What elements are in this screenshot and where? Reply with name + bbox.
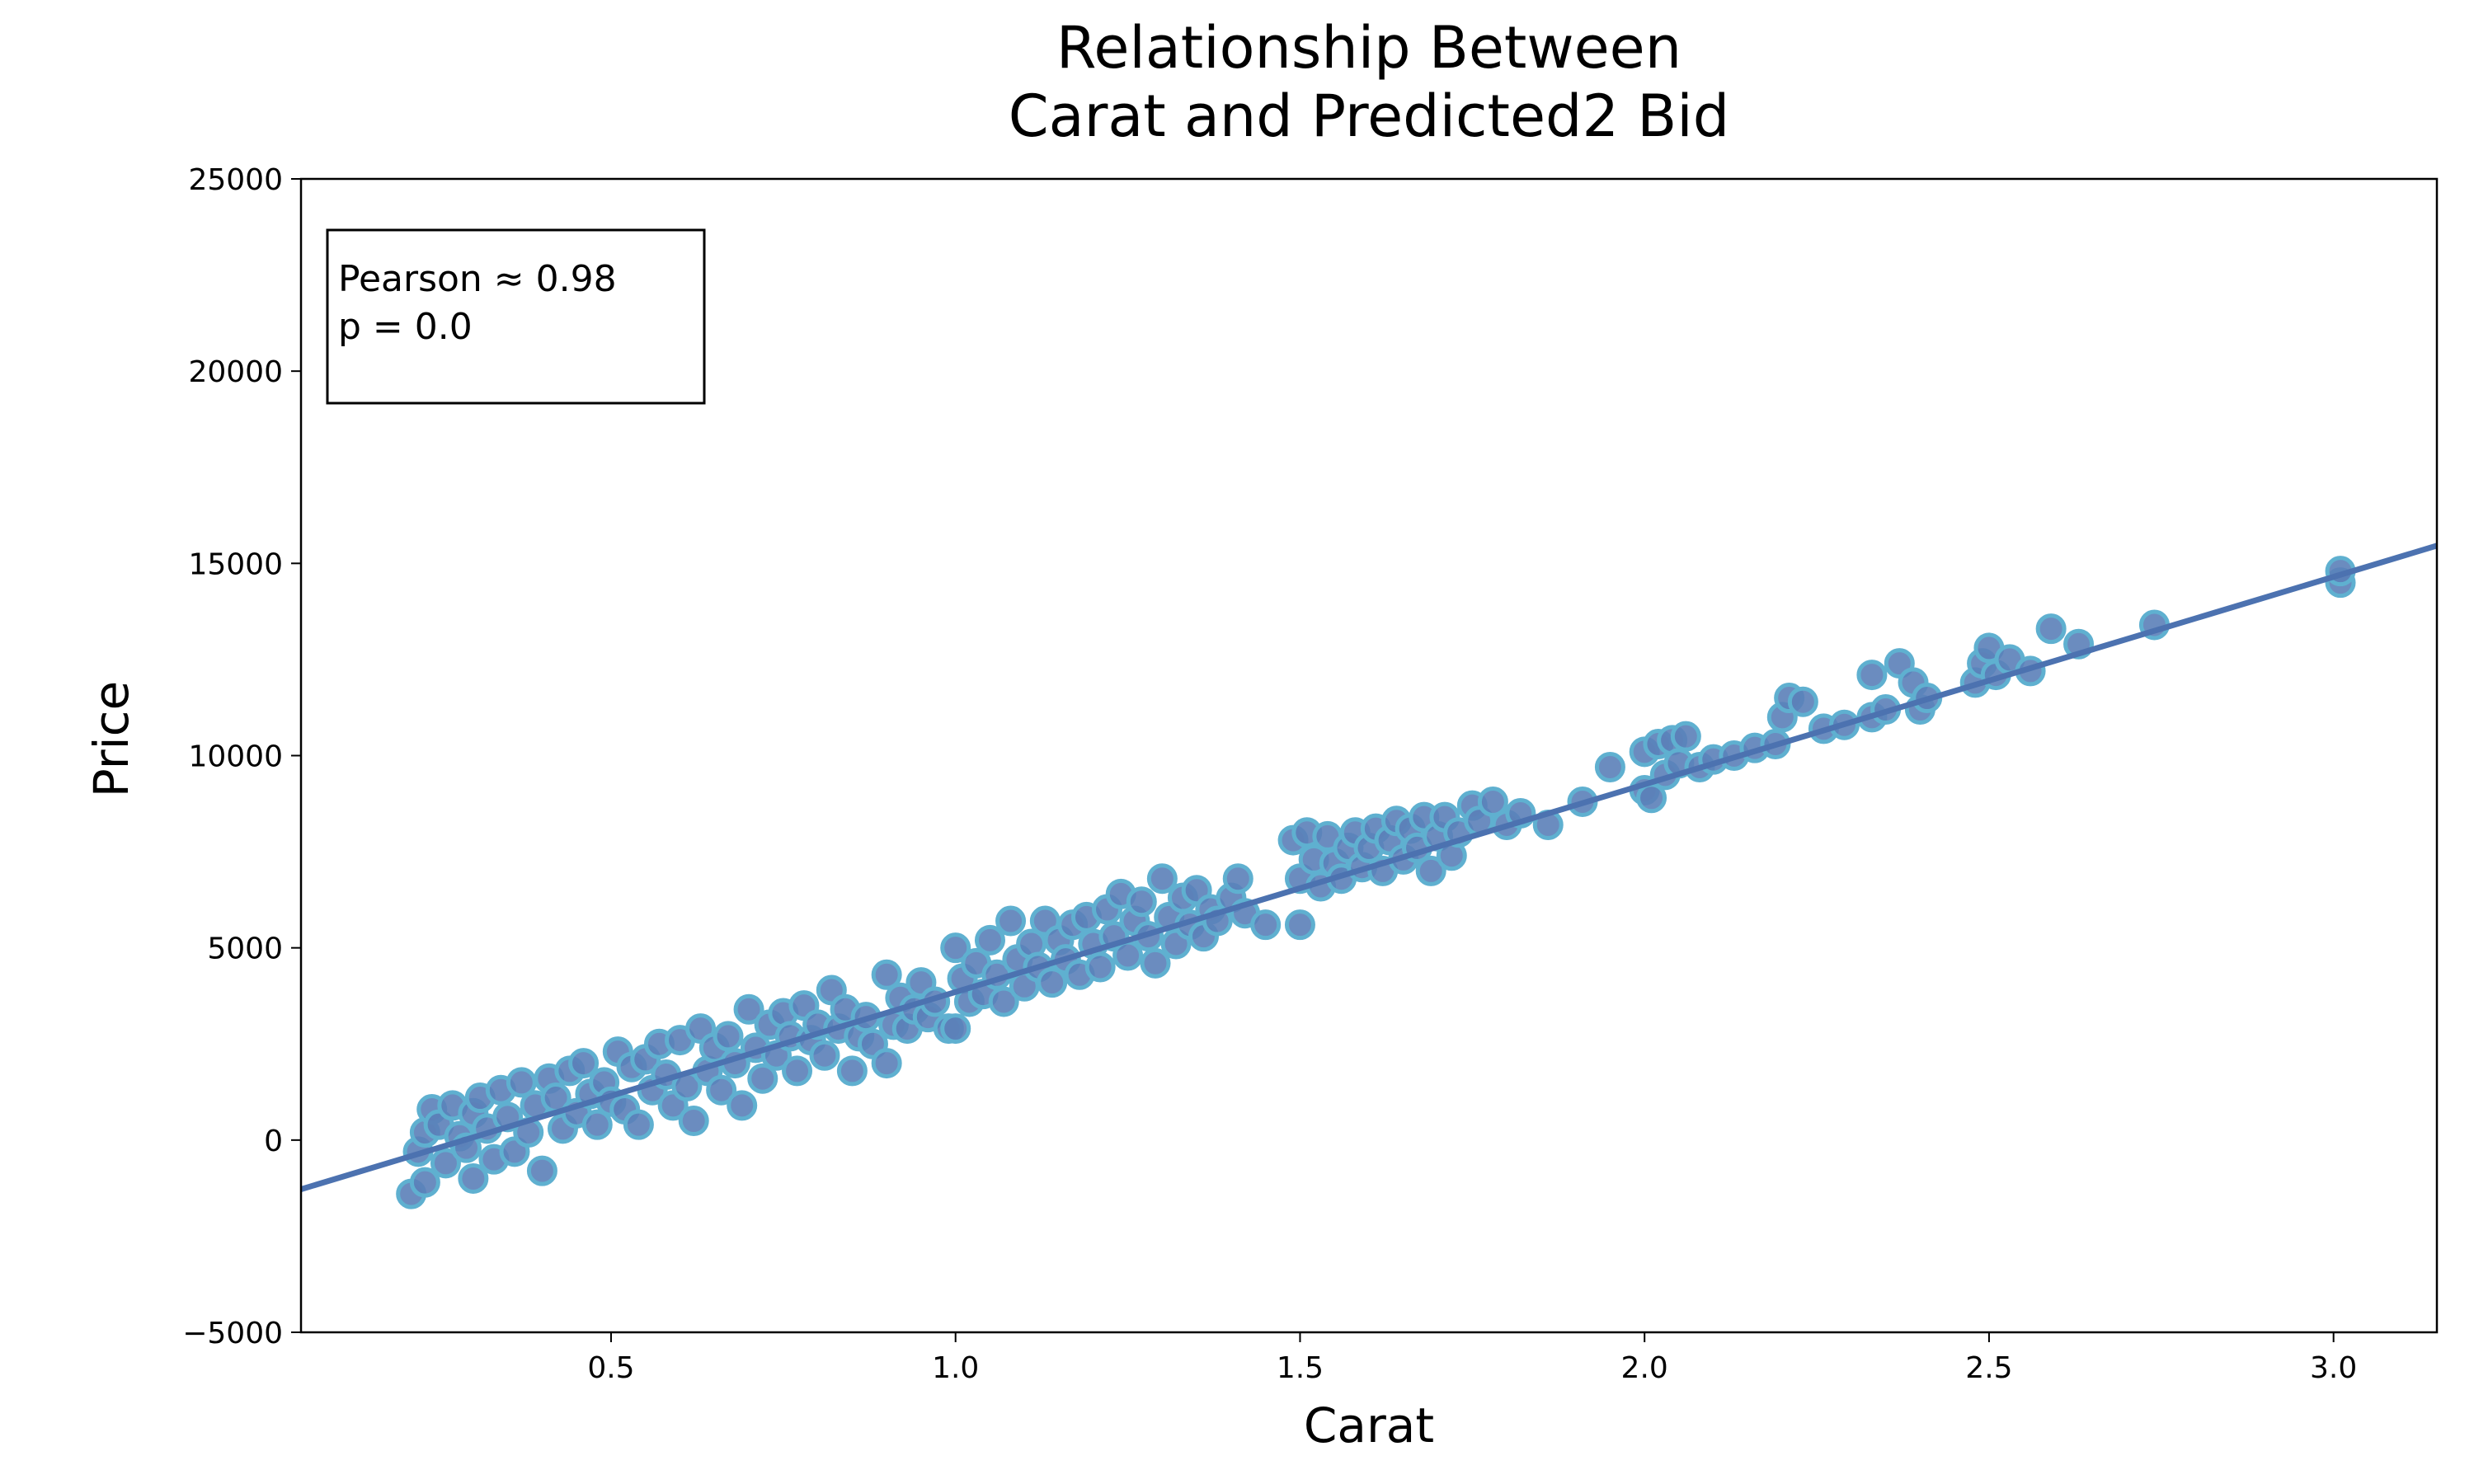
data-point: [625, 1111, 651, 1138]
regression-line-group: [301, 546, 2437, 1190]
x-tick-label: 3.0: [2310, 1351, 2357, 1385]
x-tick-label: 1.0: [932, 1351, 979, 1385]
data-point: [1597, 754, 1623, 780]
x-tick-label: 2.0: [1621, 1351, 1668, 1385]
data-point: [529, 1158, 555, 1184]
data-point: [873, 1050, 900, 1077]
data-point: [1087, 954, 1113, 980]
data-point: [784, 1058, 811, 1084]
data-point: [1128, 889, 1155, 915]
data-point: [1253, 912, 1279, 938]
data-point: [839, 1058, 865, 1084]
data-point: [715, 1023, 741, 1050]
y-tick-label: 0: [264, 1125, 283, 1158]
data-point: [729, 1092, 755, 1119]
data-point: [811, 1042, 838, 1068]
scatter-points: [398, 558, 2354, 1207]
chart-title-group: Relationship BetweenCarat and Predicted2…: [1009, 14, 1729, 150]
y-tick-label: 15000: [188, 547, 283, 581]
data-point: [1286, 912, 1313, 938]
p-value: p = 0.0: [338, 306, 473, 348]
y-tick-label: −5000: [182, 1317, 283, 1350]
pearson-value: Pearson ≈ 0.98: [338, 258, 617, 300]
chart-title-line-2: Carat and Predicted2 Bid: [1009, 82, 1729, 150]
y-tick-label: 25000: [188, 163, 283, 197]
y-tick-label: 10000: [188, 740, 283, 774]
data-point: [998, 908, 1024, 934]
x-axis-title: Carat: [1304, 1397, 1434, 1453]
y-axis-title: Price: [83, 681, 139, 798]
x-tick-label: 1.5: [1277, 1351, 1324, 1385]
data-point: [1672, 723, 1699, 749]
y-tick-label: 5000: [207, 932, 283, 966]
x-tick-label: 2.5: [1965, 1351, 2012, 1385]
y-axis-ticks: −5000 0 5000 10000 15000 20000 25000: [182, 163, 301, 1350]
data-point: [1225, 866, 1251, 892]
x-tick-label: 0.5: [587, 1351, 634, 1385]
data-point: [2038, 616, 2064, 642]
data-point: [943, 1016, 969, 1042]
stats-annotation: Pearson ≈ 0.98 p = 0.0: [327, 230, 704, 403]
regression-line: [301, 546, 2437, 1190]
data-point: [1859, 662, 1885, 688]
chart-title-line-1: Relationship Between: [1056, 14, 1681, 82]
data-point: [1790, 688, 1816, 715]
y-tick-label: 20000: [188, 355, 283, 389]
data-point: [680, 1108, 707, 1134]
x-axis-ticks: 0.5 1.0 1.5 2.0 2.5 3.0: [587, 1332, 2357, 1385]
